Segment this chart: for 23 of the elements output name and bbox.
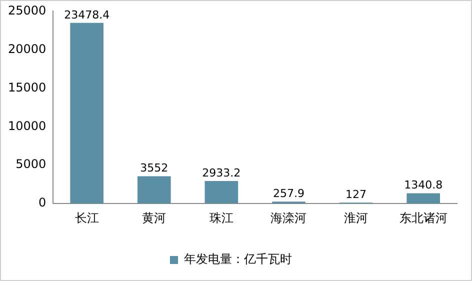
data-label: 23478.4	[64, 8, 110, 22]
y-tick-label: 20000	[8, 42, 46, 56]
y-tick-label: 5000	[16, 157, 46, 172]
data-label: 1340.8	[404, 178, 443, 192]
bar	[204, 181, 238, 204]
bar	[137, 176, 171, 204]
x-tick-label: 海滦河	[270, 210, 307, 225]
x-tick-label: 长江	[74, 210, 99, 225]
x-tick-label: 黄河	[142, 210, 166, 225]
x-tick-label: 淮河	[344, 210, 368, 225]
y-tick-label: 0	[38, 196, 46, 210]
data-label: 257.9	[272, 186, 304, 200]
y-tick-label: 10000	[8, 118, 46, 133]
x-tick-label: 珠江	[209, 210, 234, 225]
legend-label: 年发电量：亿千瓦时	[184, 252, 292, 266]
x-tick-label: 东北诸河	[399, 210, 448, 225]
data-label: 3552	[140, 162, 168, 175]
y-tick-label: 15000	[8, 80, 46, 94]
data-label: 127	[346, 188, 367, 201]
bar	[406, 193, 440, 204]
y-tick-label: 25000	[8, 3, 46, 18]
bar	[70, 22, 104, 204]
data-label: 2933.2	[202, 166, 241, 180]
